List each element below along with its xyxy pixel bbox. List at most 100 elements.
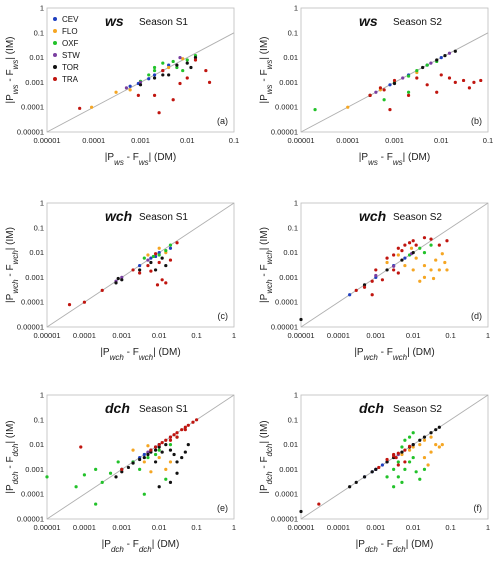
data-point: [108, 471, 113, 475]
plot-area: [300, 7, 489, 133]
data-point: [418, 443, 422, 447]
data-point: [161, 61, 165, 65]
data-point: [445, 239, 449, 243]
data-point: [142, 492, 146, 496]
data-point: [418, 279, 422, 283]
series-tra: [67, 241, 179, 307]
data-point: [138, 268, 142, 272]
panel-season-label: Season S1: [139, 17, 188, 28]
plot-area: [46, 394, 235, 520]
data-point: [146, 253, 150, 257]
panel-season-label: Season S2: [393, 212, 442, 223]
data-point: [152, 73, 157, 77]
data-point: [153, 460, 158, 464]
data-point: [146, 444, 150, 448]
data-point: [183, 450, 187, 454]
data-point: [147, 77, 151, 81]
axis-label-part: ws: [265, 84, 274, 94]
data-point: [392, 467, 396, 471]
data-point: [443, 54, 447, 58]
data-point: [168, 435, 173, 439]
axis-label-part: |P: [5, 94, 16, 104]
axis-label-part: | (DM): [152, 539, 180, 550]
data-point: [394, 455, 398, 460]
y-tick-label: 1: [40, 391, 44, 400]
data-point: [146, 258, 150, 262]
legend-marker: [53, 17, 57, 21]
axis-label-part: | (IM): [5, 37, 16, 60]
x-tick-label: 1: [486, 523, 490, 532]
data-point: [178, 56, 182, 60]
data-point: [100, 288, 104, 292]
x-axis-title: |Pdch - Fdch| (DM): [102, 539, 180, 554]
data-point: [175, 65, 179, 70]
y-tick-label: 1: [294, 199, 298, 208]
axis-label-part: - F: [378, 347, 393, 358]
axis-label-part: |P: [102, 539, 112, 550]
axis-label-part: ws: [139, 158, 149, 167]
series-tor: [114, 256, 168, 285]
legend-entry: OXF: [62, 39, 79, 48]
data-point: [354, 480, 358, 484]
data-point: [415, 68, 419, 73]
data-point: [82, 473, 86, 477]
data-point: [161, 73, 165, 77]
data-point: [146, 263, 150, 268]
data-point: [392, 81, 397, 86]
series-tor: [138, 56, 198, 87]
data-point: [385, 260, 389, 265]
data-point: [385, 460, 389, 464]
axis-label-part: wch: [11, 279, 20, 294]
series-oxf: [313, 59, 439, 112]
data-point: [422, 236, 427, 240]
x-tick-label: 0.0001: [82, 136, 105, 145]
series-flo: [400, 435, 444, 467]
axis-label-part: dch: [11, 471, 20, 484]
data-point: [422, 435, 427, 439]
data-point: [426, 463, 430, 467]
y-tick-label: 0.001: [25, 78, 44, 87]
x-tick-label: 0.1: [483, 136, 493, 145]
data-point: [392, 452, 396, 457]
data-point: [434, 428, 438, 432]
data-point: [418, 477, 422, 481]
data-point: [147, 73, 151, 77]
data-point: [414, 243, 418, 247]
data-point: [374, 273, 378, 278]
data-point: [157, 111, 161, 115]
data-point: [183, 428, 187, 432]
data-point: [425, 63, 429, 67]
y-tick-label: 1: [40, 4, 44, 13]
axis-label-part: dch: [265, 443, 274, 456]
data-point: [114, 90, 118, 94]
data-point: [167, 63, 171, 67]
series-tor: [299, 251, 415, 322]
data-point: [168, 448, 173, 452]
legend-marker: [53, 77, 57, 81]
axis-label-part: | (IM): [5, 227, 16, 250]
axis-label-part: | (IM): [5, 420, 16, 443]
data-point: [362, 283, 367, 287]
data-point: [429, 450, 433, 454]
data-point: [374, 90, 378, 94]
data-point: [207, 80, 212, 84]
y-tick-label: 0.0001: [275, 103, 298, 112]
panel-letter: (a): [217, 116, 228, 126]
data-point: [157, 448, 161, 452]
axis-label-part: - F: [259, 456, 270, 471]
data-point: [45, 475, 49, 479]
data-point: [153, 448, 158, 452]
y-tick-label: 0.01: [283, 248, 298, 257]
data-point: [149, 260, 153, 265]
y-tick-label: 0.00001: [17, 323, 44, 332]
axis-label-part: |P: [100, 347, 110, 358]
series-tra: [368, 73, 483, 112]
data-point: [415, 76, 419, 80]
panel-variable-label: ws: [105, 13, 124, 29]
axis-label-part: |P: [5, 484, 16, 494]
chart-panel-a: 0.00001 0.0001 0.001 0.01 0.1 0.00001 0.0001 0.…: [5, 4, 239, 167]
data-point: [152, 65, 157, 70]
panel-letter: (b): [471, 116, 482, 126]
axis-label-part: |P: [105, 152, 115, 163]
y-tick-label: 0.00001: [17, 128, 44, 137]
